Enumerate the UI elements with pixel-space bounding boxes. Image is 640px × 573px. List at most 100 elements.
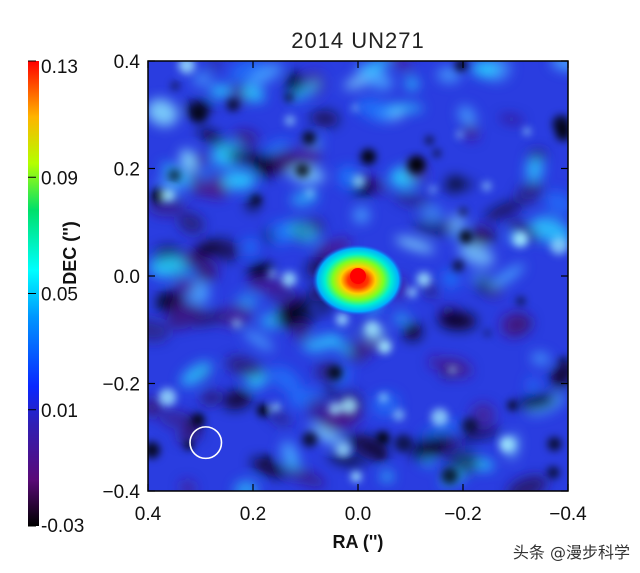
noise-blob [448,212,466,236]
noise-blob [463,123,478,141]
noise-blob [197,258,219,283]
noise-speck [148,441,161,459]
noise-blob [392,313,410,324]
noise-blob [420,204,444,224]
noise-speck [336,442,351,458]
source-emission [312,244,404,316]
noise-speck [523,128,531,135]
noise-speck [171,81,180,90]
beam-marker [189,426,223,460]
source-peak [350,268,366,284]
noise-blob [175,276,196,296]
noise-blob [192,71,213,88]
noise-speck [416,272,432,287]
x-tick-label: −0.2 [444,504,482,525]
noise-speck [192,413,205,426]
colorbar-tick-label: 0.13 [41,57,78,78]
colorbar: 0.13 0.09 0.05 0.01 -0.03 [28,57,84,537]
noise-blob [192,240,219,259]
noise-blob [263,140,290,155]
noise-blob [210,84,231,98]
noise-speck [226,98,240,112]
noise-blob [470,402,496,427]
noise-blob [148,318,170,342]
noise-blob [442,270,460,289]
noise-speck [281,271,297,287]
noise-blob [280,441,299,465]
noise-blob [458,243,495,267]
noise-blob [380,471,394,482]
x-axis-ticks: 0.4 0.2 0.0 −0.2 −0.4 [135,61,587,525]
noise-speck [306,189,314,197]
noise-blob [544,191,568,216]
noise-speck [550,237,568,255]
noise-blob [207,61,223,70]
noise-blob [247,279,288,291]
noise-blob [468,272,492,285]
noise-speck [407,155,426,174]
watermark: 头条 @漫步科学 [512,543,630,562]
noise-blob [290,80,321,102]
noise-blob [148,397,161,417]
noise-speck [461,417,479,434]
noise-blob [458,105,477,127]
noise-speck [158,388,177,407]
noise-speck [302,131,316,145]
noise-blob [363,439,386,453]
y-axis-ticks: 0.4 0.2 0.0 −0.2 −0.4 [102,52,568,503]
noise-blob [201,391,221,405]
noise-speck [507,400,518,411]
noise-blob [251,458,288,478]
noise-blob [193,153,211,167]
noise-blob [387,61,413,72]
noise-blob [421,421,462,438]
noise-speck [251,194,261,205]
colorbar-tick-label: 0.05 [41,285,78,306]
noise-speck [393,409,405,421]
noise-blob [276,306,293,329]
noise-speck [284,115,296,126]
noise-speck [360,149,377,165]
y-tick-label: −0.2 [102,375,140,396]
noise-blob [148,98,178,127]
noise-blob [292,321,310,343]
noise-blob [353,328,369,339]
noise-speck [448,366,457,374]
noise-speck [394,434,413,453]
noise-blob [178,212,205,235]
noise-speck [284,93,293,102]
noise-speck [376,431,390,445]
x-tick-label: 0.4 [135,504,162,525]
noise-field [148,61,568,491]
noise-speck [263,455,271,463]
colorbar-tick-label: 0.09 [41,168,78,189]
noise-speck [167,169,181,183]
noise-speck [351,471,362,482]
noise-speck [547,466,560,479]
noise-blob [191,310,228,327]
noise-blob [551,61,568,71]
noise-speck [151,188,167,204]
noise-blob [445,176,464,188]
noise-blob [221,170,256,191]
noise-blob [251,153,278,179]
noise-blob [267,408,292,427]
noise-blob [424,282,438,299]
noise-speck [352,174,366,188]
noise-speck [452,260,464,272]
y-tick-label: 0.2 [114,160,140,181]
noise-speck [455,61,468,72]
y-tick-label: 0.4 [114,52,141,73]
noise-blob [285,220,319,244]
x-axis-label: RA ('') [333,532,384,552]
chart-title: 2014 UN271 [291,28,425,53]
noise-blob [413,218,457,236]
y-tick-label: −0.4 [102,482,140,503]
noise-speck [516,296,526,306]
noise-specks [148,61,568,485]
noise-blob [515,180,544,205]
noise-blob [484,199,524,221]
noise-blob [518,394,557,410]
noise-blob [244,237,257,257]
noise-blob [217,304,253,328]
